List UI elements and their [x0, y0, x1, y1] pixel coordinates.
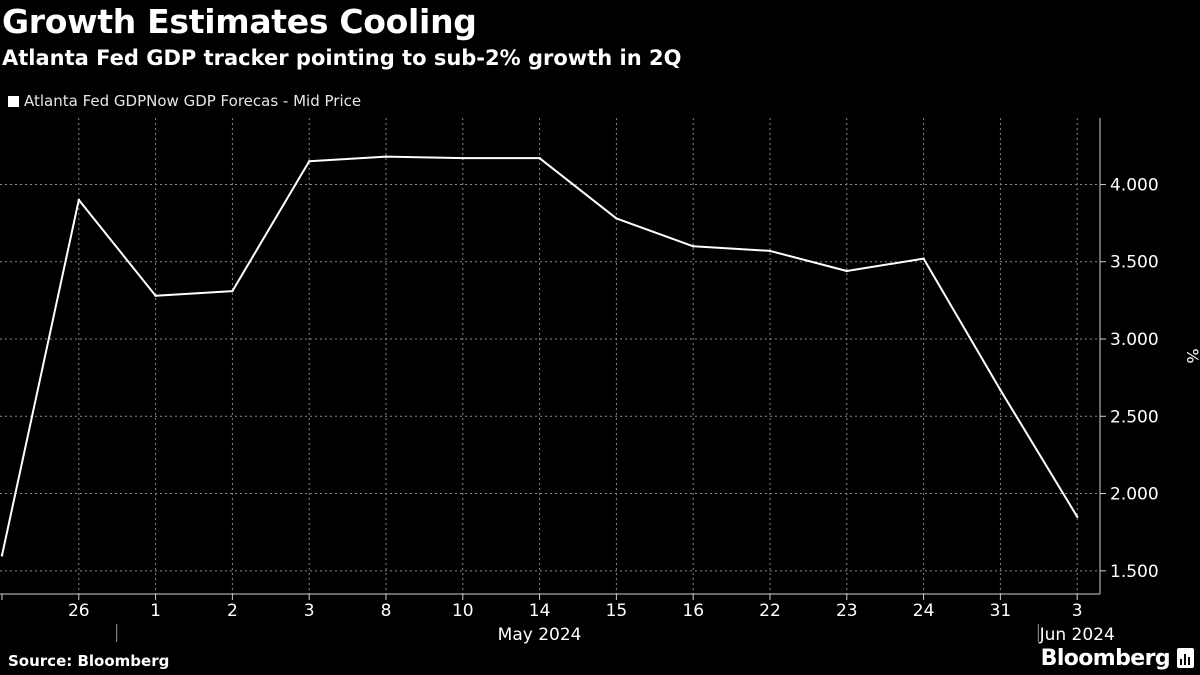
data-point [154, 294, 157, 297]
x-tick-label: 24 [913, 601, 935, 621]
data-point [0, 554, 4, 557]
data-point [77, 198, 81, 202]
data-point [384, 155, 388, 158]
x-tick-label: 26 [68, 601, 90, 621]
y-tick-label: 3.500 [1110, 253, 1159, 273]
x-tick-label: 8 [381, 601, 392, 621]
series-line [1, 155, 1079, 556]
data-point [692, 245, 695, 248]
data-point [615, 217, 618, 220]
x-tick-label: 15 [606, 601, 628, 621]
legend: Atlanta Fed GDPNow GDP Forecas - Mid Pri… [8, 92, 361, 110]
period-label: May 2024 [498, 625, 582, 645]
bloomberg-terminal-icon [1177, 648, 1194, 668]
period-label: Jun 2024 [1039, 625, 1115, 645]
chart-subtitle: Atlanta Fed GDP tracker pointing to sub-… [2, 46, 682, 70]
x-tick-label: 14 [529, 601, 551, 621]
data-point [308, 160, 311, 163]
legend-label: Atlanta Fed GDPNow GDP Forecas - Mid Pri… [24, 92, 362, 110]
x-tick-label: 31 [990, 601, 1012, 621]
data-point [768, 249, 772, 253]
chart-title: Growth Estimates Cooling [2, 2, 477, 41]
y-tick-label: 1.500 [1110, 562, 1159, 582]
x-tick-label: 3 [304, 601, 315, 621]
data-point [1076, 515, 1079, 518]
x-tick-label: 22 [759, 601, 781, 621]
data-point [922, 257, 925, 260]
x-tick-label: 3 [1072, 601, 1083, 621]
x-tick-label: 10 [452, 601, 474, 621]
y-tick-label: 2.500 [1110, 407, 1159, 427]
x-tick-label: 23 [836, 601, 858, 621]
square-icon [8, 95, 19, 107]
data-point [461, 156, 464, 160]
x-tick-label: 1 [150, 601, 161, 621]
data-point [538, 156, 541, 160]
bloomberg-logo: Bloomberg [1040, 646, 1171, 671]
x-tick-label: 16 [682, 601, 704, 621]
data-point [231, 289, 234, 293]
y-tick-label: 3.000 [1110, 330, 1159, 350]
x-tick-label: 2 [227, 601, 238, 621]
y-axis-label: % [1183, 348, 1200, 363]
y-tick-label: 4.000 [1110, 175, 1159, 195]
source-note: Source: Bloomberg [8, 652, 170, 670]
data-point [845, 269, 848, 273]
data-point [999, 388, 1002, 392]
y-tick-label: 2.000 [1110, 485, 1159, 505]
